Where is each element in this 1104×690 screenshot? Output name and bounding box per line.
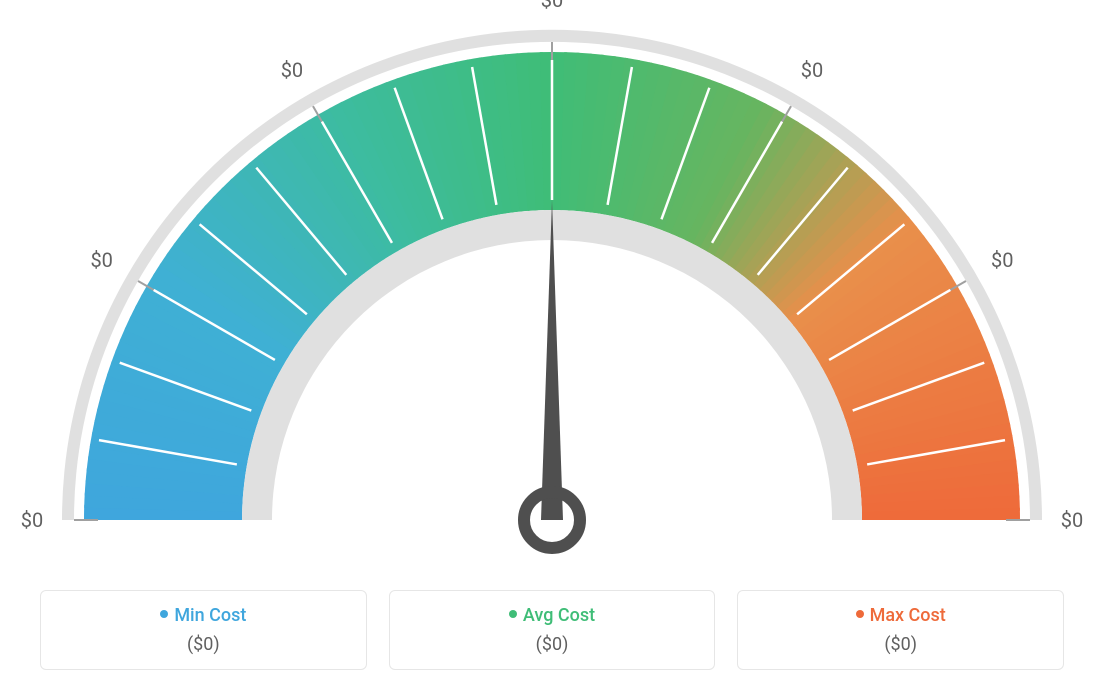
legend-dot-min	[160, 610, 168, 618]
legend-card-max: Max Cost ($0)	[737, 590, 1064, 670]
legend-title-max: Max Cost	[748, 605, 1053, 626]
gauge-tick-label-6: $0	[1061, 508, 1083, 532]
legend-card-avg: Avg Cost ($0)	[389, 590, 716, 670]
legend-dot-max	[856, 610, 864, 618]
gauge-svg	[0, 0, 1104, 570]
gauge-tick-label-0: $0	[21, 508, 43, 532]
gauge-area: $0 $0 $0 $0 $0 $0 $0	[0, 0, 1104, 570]
legend-label-min: Min Cost	[174, 605, 246, 626]
legend-row: Min Cost ($0) Avg Cost ($0) Max Cost ($0…	[40, 590, 1064, 670]
gauge-tick-label-2: $0	[281, 58, 303, 82]
gauge-chart-container: $0 $0 $0 $0 $0 $0 $0 Min Cost ($0) Avg Cost ($…	[0, 0, 1104, 690]
legend-label-max: Max Cost	[870, 605, 946, 626]
legend-value-min: ($0)	[51, 634, 356, 655]
legend-value-max: ($0)	[748, 634, 1053, 655]
legend-title-avg: Avg Cost	[400, 605, 705, 626]
legend-dot-avg	[509, 610, 517, 618]
gauge-tick-label-4: $0	[801, 58, 823, 82]
gauge-tick-label-5: $0	[991, 248, 1013, 272]
gauge-tick-label-3: $0	[541, 0, 563, 12]
gauge-tick-label-1: $0	[90, 248, 112, 272]
legend-value-avg: ($0)	[400, 634, 705, 655]
legend-label-avg: Avg Cost	[523, 605, 595, 626]
legend-title-min: Min Cost	[51, 605, 356, 626]
legend-card-min: Min Cost ($0)	[40, 590, 367, 670]
